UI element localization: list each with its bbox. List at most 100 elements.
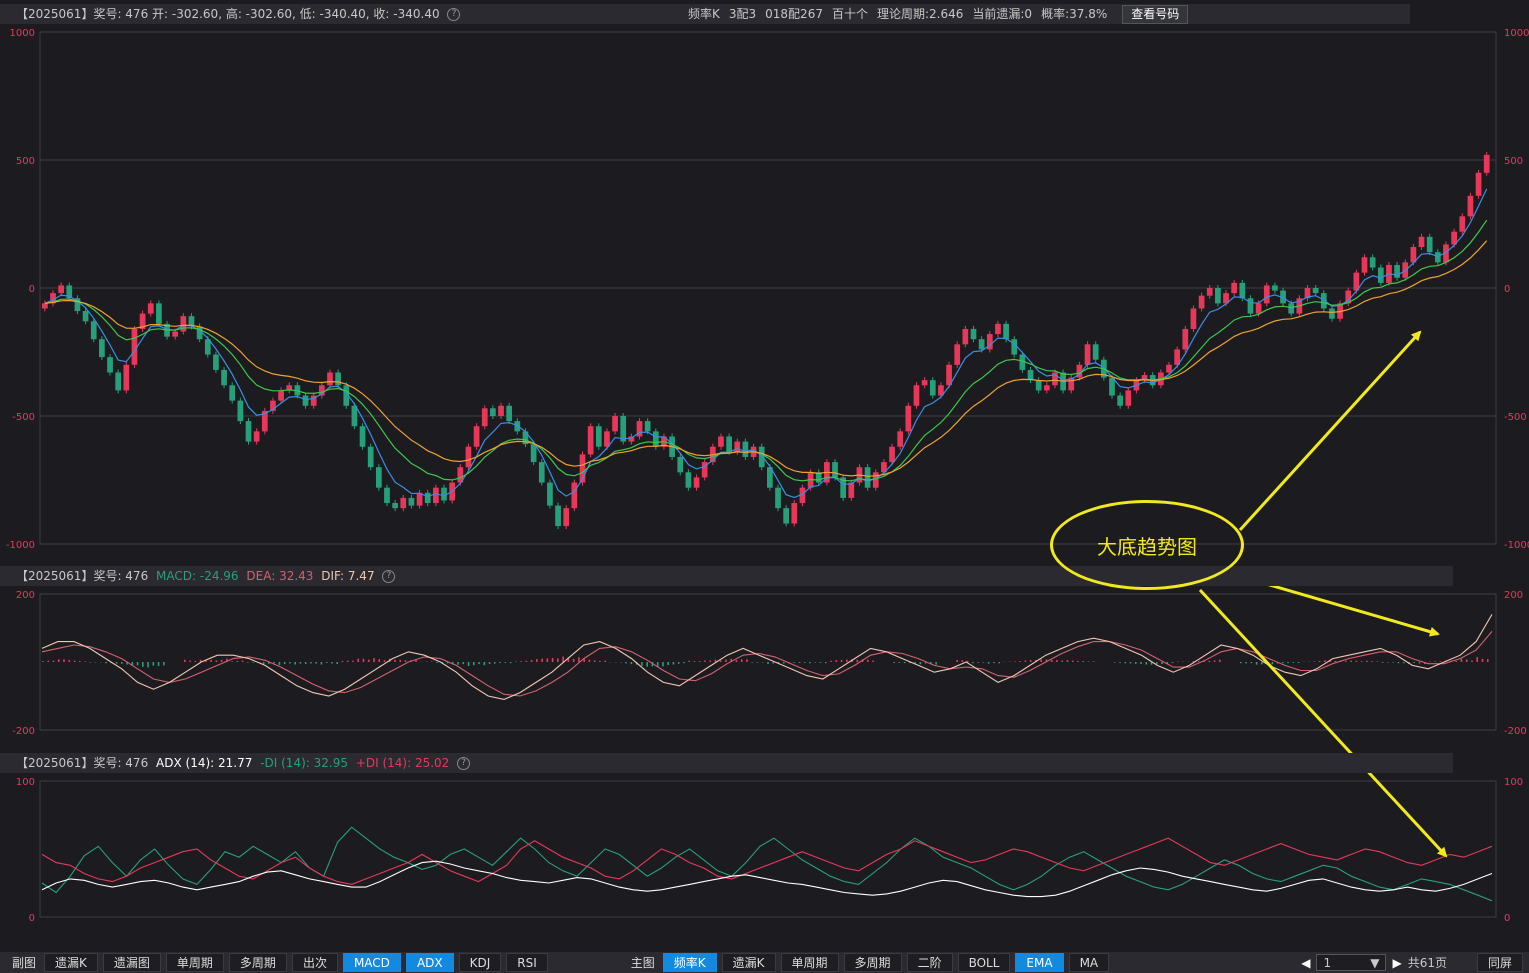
candle bbox=[1052, 372, 1058, 386]
candle bbox=[270, 400, 276, 411]
candle bbox=[563, 508, 570, 527]
page-select[interactable]: 1 ▼ bbox=[1316, 954, 1387, 971]
annotation-arrow bbox=[1238, 330, 1422, 532]
candle bbox=[58, 285, 64, 294]
candle bbox=[351, 405, 358, 427]
candle bbox=[1109, 377, 1115, 396]
sub-chart-button[interactable]: 单周期 bbox=[165, 953, 224, 972]
candle bbox=[579, 454, 586, 483]
candle bbox=[791, 503, 798, 524]
candle bbox=[1125, 390, 1132, 406]
candle bbox=[604, 431, 610, 447]
next-page-icon[interactable]: ▶ bbox=[1392, 955, 1402, 970]
candle bbox=[384, 487, 390, 504]
candle bbox=[1011, 339, 1018, 355]
candle bbox=[832, 462, 838, 478]
candle bbox=[555, 505, 561, 527]
y-tick-label: -1000 bbox=[6, 540, 35, 551]
main-chart-button[interactable]: 二阶 bbox=[906, 953, 953, 972]
candle bbox=[1084, 344, 1091, 365]
candle bbox=[1361, 257, 1368, 273]
candle bbox=[815, 472, 822, 483]
candle bbox=[652, 431, 659, 447]
annotation-text: 大底趋势图 bbox=[1097, 534, 1197, 559]
view-numbers-button[interactable]: 查看号码 bbox=[1122, 5, 1189, 24]
candle bbox=[424, 492, 431, 504]
sub-chart-button[interactable]: 遗漏K bbox=[44, 953, 98, 972]
candle bbox=[1182, 328, 1189, 350]
sub-chart-button[interactable]: MACD bbox=[342, 953, 401, 972]
candle bbox=[783, 508, 789, 524]
candle bbox=[90, 321, 97, 340]
same-screen-button[interactable]: 同屏 bbox=[1476, 953, 1523, 972]
candle bbox=[872, 472, 879, 488]
sub-chart-button[interactable]: KDJ bbox=[458, 953, 502, 972]
candle bbox=[180, 316, 187, 332]
sub-chart-button[interactable]: 出次 bbox=[291, 953, 338, 972]
candle bbox=[433, 487, 439, 504]
pdi-line bbox=[41, 837, 1493, 885]
macd-header-prefix: 【2025061】奖号: 476 bbox=[16, 569, 149, 583]
candle bbox=[107, 357, 113, 373]
candle bbox=[685, 472, 692, 488]
candle bbox=[416, 492, 423, 506]
candle bbox=[726, 436, 732, 452]
candle bbox=[1377, 267, 1384, 283]
candle bbox=[221, 369, 227, 386]
y-tick-label-right: -1000 bbox=[1504, 540, 1529, 551]
candle bbox=[392, 503, 398, 509]
candle bbox=[245, 421, 252, 442]
candle bbox=[139, 313, 146, 329]
candle bbox=[1426, 236, 1433, 253]
candle bbox=[327, 372, 333, 386]
sub-chart-button[interactable]: 多周期 bbox=[228, 953, 287, 972]
candle bbox=[1272, 285, 1278, 291]
sub-chart-button[interactable]: RSI bbox=[506, 953, 548, 972]
header-stat-3: 百十个 bbox=[831, 7, 868, 21]
candle bbox=[375, 467, 382, 488]
header-stat-1: 3配3 bbox=[728, 7, 757, 21]
y-tick-label: 100 bbox=[16, 777, 35, 788]
help-icon[interactable]: ? bbox=[447, 8, 461, 21]
candle bbox=[359, 426, 366, 447]
candle bbox=[1288, 303, 1295, 314]
y-tick-label: 200 bbox=[16, 590, 35, 601]
candle bbox=[196, 326, 203, 340]
y-tick-label-right: 0 bbox=[1504, 284, 1510, 295]
page-total: 共61页 bbox=[1407, 956, 1447, 970]
candle bbox=[1206, 288, 1213, 296]
main-chart-button[interactable]: 单周期 bbox=[780, 953, 839, 972]
main-chart-button[interactable]: MA bbox=[1068, 953, 1110, 972]
main-chart-button[interactable]: BOLL bbox=[957, 953, 1011, 972]
candle bbox=[481, 408, 488, 427]
sub-chart-button[interactable]: 遗漏图 bbox=[102, 953, 161, 972]
sub-chart-button[interactable]: ADX bbox=[405, 953, 454, 972]
candle bbox=[1394, 264, 1400, 278]
main-chart-button[interactable]: EMA bbox=[1015, 953, 1064, 972]
dif-value: DIF: 7.47 bbox=[321, 569, 375, 583]
main-chart-button[interactable]: 多周期 bbox=[843, 953, 902, 972]
candle bbox=[1166, 364, 1172, 373]
help-icon[interactable]: ? bbox=[382, 570, 396, 583]
help-icon[interactable]: ? bbox=[457, 757, 471, 770]
y-tick-label-right: 100 bbox=[1504, 777, 1523, 788]
candle bbox=[1255, 303, 1262, 314]
candle bbox=[1190, 308, 1197, 329]
prev-page-icon[interactable]: ◀ bbox=[1301, 955, 1311, 970]
candle bbox=[1410, 247, 1417, 263]
candle bbox=[490, 408, 496, 416]
ema-slow-line bbox=[44, 240, 1488, 477]
dea-line bbox=[41, 631, 1493, 697]
candle bbox=[1280, 290, 1286, 304]
candle bbox=[1068, 377, 1075, 391]
candle bbox=[253, 431, 260, 442]
main-chart-button[interactable]: 遗漏K bbox=[721, 953, 776, 972]
candle bbox=[628, 436, 635, 442]
y-tick-label-right: 500 bbox=[1504, 156, 1523, 167]
main-chart-button[interactable]: 频率K bbox=[662, 953, 717, 972]
candle bbox=[473, 426, 480, 447]
candle bbox=[1434, 252, 1441, 263]
candle bbox=[1223, 293, 1229, 304]
candle bbox=[538, 462, 545, 483]
